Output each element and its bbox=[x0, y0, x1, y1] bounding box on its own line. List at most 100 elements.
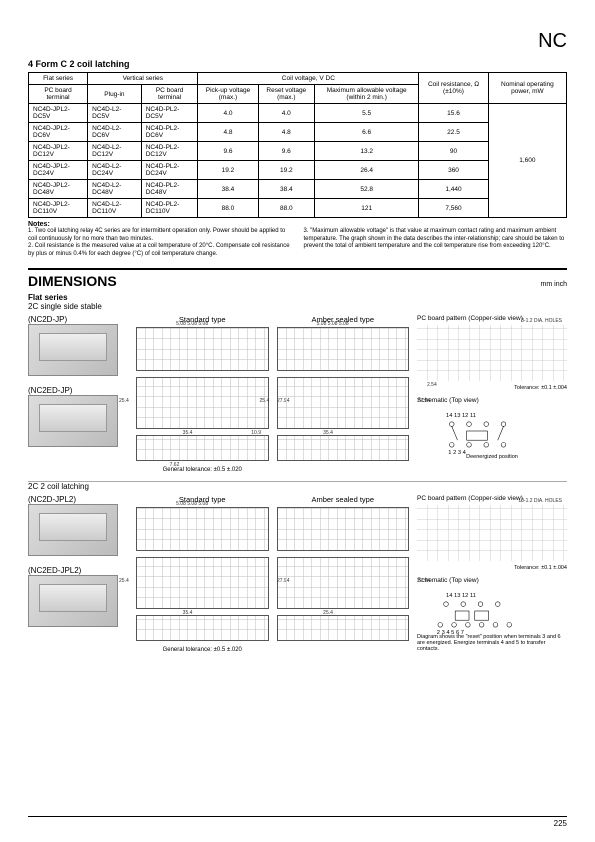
table-cell: NC4D-JPL2-DC12V bbox=[29, 142, 88, 161]
table-cell: 4.8 bbox=[258, 123, 315, 142]
table-cell: NC4D-L2-DC24V bbox=[88, 161, 142, 180]
th-reset: Reset voltage (max.) bbox=[258, 85, 315, 104]
th-pcb2: PC board terminal bbox=[141, 85, 198, 104]
table-cell: NC4D-PL2-DC48V bbox=[141, 180, 198, 199]
table-row: NC4D-JPL2-DC6VNC4D-L2-DC6VNC4D-PL2-DC6V4… bbox=[29, 123, 567, 142]
model-2a: (NC2D-JPL2) bbox=[28, 495, 128, 504]
spec-table: Flat series Vertical series Coil voltage… bbox=[28, 72, 567, 218]
table-cell: 1,440 bbox=[419, 180, 489, 199]
table-cell: NC4D-L2-DC48V bbox=[88, 180, 142, 199]
th-maxallow: Maximum allowable voltage (within 2 min.… bbox=[315, 85, 419, 104]
table-cell: 13.2 bbox=[315, 142, 419, 161]
pcb-pattern-1: 8-1.2 DIA. HOLES 2.54 bbox=[417, 325, 567, 381]
th-nominal: Nominal operating power, mW bbox=[488, 73, 566, 104]
table-cell: NC4D-PL2-DC110V bbox=[141, 199, 198, 218]
unit-label: mm inch bbox=[541, 281, 567, 288]
notes-left: 1. Two coil latching relay 4C series are… bbox=[28, 228, 292, 258]
drawing-std-top-2: 5.08 5.08 5.08 bbox=[136, 507, 269, 551]
drawing-std-side: 25.4 27.94 35.4 10.9 bbox=[136, 377, 269, 429]
table-cell: NC4D-PL2-DC6V bbox=[141, 123, 198, 142]
dim-pin: 7.62 bbox=[170, 462, 180, 468]
diagram-note: Diagram shows the "reset" position when … bbox=[417, 634, 567, 652]
table-cell: NC4D-JPL2-DC110V bbox=[29, 199, 88, 218]
drawing-std-pins: 7.62 bbox=[136, 435, 269, 461]
dimensions-heading: DIMENSIONS bbox=[28, 273, 117, 289]
table-cell: 26.4 bbox=[315, 161, 419, 180]
table-cell: 121 bbox=[315, 199, 419, 218]
flat-series-label: Flat series bbox=[28, 293, 567, 302]
th-coilv: Coil voltage, V DC bbox=[198, 73, 419, 85]
holes-2: 10-1.2 DIA. HOLES bbox=[518, 498, 562, 504]
table-cell: NC4D-JPL2-DC5V bbox=[29, 104, 88, 123]
dim-pitch-3: 5.08 5.08 5.08 bbox=[176, 501, 208, 507]
dim-pitch-2: 5.08 5.08 5.08 bbox=[317, 321, 349, 327]
model-1b: (NC2ED-JP) bbox=[28, 386, 128, 395]
th-pcb1: PC board terminal bbox=[29, 85, 88, 104]
pcb-pattern-2: 10-1.2 DIA. HOLES bbox=[417, 505, 567, 561]
photo-nc2ed-jp bbox=[28, 395, 118, 447]
th-vertical: Vertical series bbox=[88, 73, 198, 85]
table-cell: 9.6 bbox=[198, 142, 258, 161]
table-cell: NC4D-PL2-DC5V bbox=[141, 104, 198, 123]
table-cell: NC4D-PL2-DC24V bbox=[141, 161, 198, 180]
drawing-std-side-2: 25.4 27.94 35.4 bbox=[136, 557, 269, 609]
dim-t-4: 27.94 bbox=[417, 578, 430, 584]
table-cell: NC4D-JPL2-DC48V bbox=[29, 180, 88, 199]
schematic-2: 14 13 12 11 2 3 4 5 6 7 bbox=[417, 588, 567, 634]
table-cell: 4.0 bbox=[258, 104, 315, 123]
dim-h: 25.4 bbox=[119, 398, 129, 404]
table-row: NC4D-JPL2-DC12VNC4D-L2-DC12VNC4D-PL2-DC1… bbox=[29, 142, 567, 161]
th-flat: Flat series bbox=[29, 73, 88, 85]
table-cell: 52.8 bbox=[315, 180, 419, 199]
dim-t-2: 27.94 bbox=[417, 398, 430, 404]
svg-text:1 2 3 4: 1 2 3 4 bbox=[448, 450, 466, 454]
group2-title: 2C 2 coil latching bbox=[28, 482, 89, 491]
drawing-amber-side-2: 27.94 25.4 bbox=[277, 557, 410, 609]
pcb-tol-1: Tolerance: ±0.1 ±.004 bbox=[417, 385, 567, 391]
schem-title-2: Schematic (Top view) bbox=[417, 577, 567, 584]
general-tolerance-1: General tolerance: ±0.5 ±.020 bbox=[136, 467, 269, 473]
table-cell: 7,560 bbox=[419, 199, 489, 218]
table-row: NC4D-JPL2-DC110VNC4D-L2-DC110VNC4D-PL2-D… bbox=[29, 199, 567, 218]
drawing-std-top: 5.08 5.08 5.08 bbox=[136, 327, 269, 371]
table-cell: NC4D-JPL2-DC24V bbox=[29, 161, 88, 180]
nominal-power-cell: 1,600 bbox=[488, 104, 566, 218]
pcb-tol-2: Tolerance: ±0.1 ±.004 bbox=[417, 565, 567, 571]
table-cell: NC4D-L2-DC5V bbox=[88, 104, 142, 123]
holes-1: 8-1.2 DIA. HOLES bbox=[521, 318, 562, 324]
schematic-1: 14 13 12 11 1 2 3 4 bbox=[417, 408, 567, 454]
dim-h-2: 25.4 bbox=[260, 398, 270, 404]
drawing-amber-top-2 bbox=[277, 507, 410, 551]
drawing-amber-pins bbox=[277, 435, 410, 461]
pins-top: 14 13 12 11 bbox=[446, 413, 476, 419]
table-cell: 9.6 bbox=[258, 142, 315, 161]
table-cell: NC4D-L2-DC6V bbox=[88, 123, 142, 142]
table-row: NC4D-JPL2-DC24VNC4D-L2-DC24VNC4D-PL2-DC2… bbox=[29, 161, 567, 180]
photo-nc2d-jpl2 bbox=[28, 504, 118, 556]
drawing-amber-side: 25.4 27.94 35.4 bbox=[277, 377, 410, 429]
table-cell: 19.2 bbox=[258, 161, 315, 180]
table-cell: 90 bbox=[419, 142, 489, 161]
svg-text:2 3 4 5 6 7: 2 3 4 5 6 7 bbox=[437, 630, 464, 634]
drawing-std-pins-2 bbox=[136, 615, 269, 641]
product-code: NC bbox=[28, 30, 567, 53]
table-cell: NC4D-PL2-DC12V bbox=[141, 142, 198, 161]
general-tolerance-2: General tolerance: ±0.5 ±.020 bbox=[136, 647, 269, 653]
table-cell: 88.0 bbox=[198, 199, 258, 218]
photo-nc2d-jp bbox=[28, 324, 118, 376]
dim-row-2: (NC2D-JPL2) (NC2ED-JPL2) Standard type 5… bbox=[28, 495, 567, 661]
dim-sp: 2.54 bbox=[427, 382, 437, 388]
drawing-amber-pins-2 bbox=[277, 615, 410, 641]
th-coilres: Coil resistance, Ω (±10%) bbox=[419, 73, 489, 104]
table-cell: 22.5 bbox=[419, 123, 489, 142]
dim-row-1: (NC2D-JP) (NC2ED-JP) Standard type 5.08 … bbox=[28, 315, 567, 482]
table-cell: 4.0 bbox=[198, 104, 258, 123]
dim-pitch: 5.08 5.08 5.08 bbox=[176, 321, 208, 327]
table-cell: 19.2 bbox=[198, 161, 258, 180]
th-pickup: Pick-up voltage (max.) bbox=[198, 85, 258, 104]
table-cell: NC4D-L2-DC110V bbox=[88, 199, 142, 218]
amber-type-label-2: Amber sealed type bbox=[277, 495, 410, 504]
dim-h-3: 25.4 bbox=[119, 578, 129, 584]
th-plugin: Plug-in bbox=[88, 85, 142, 104]
table-title: 4 Form C 2 coil latching bbox=[28, 59, 567, 69]
